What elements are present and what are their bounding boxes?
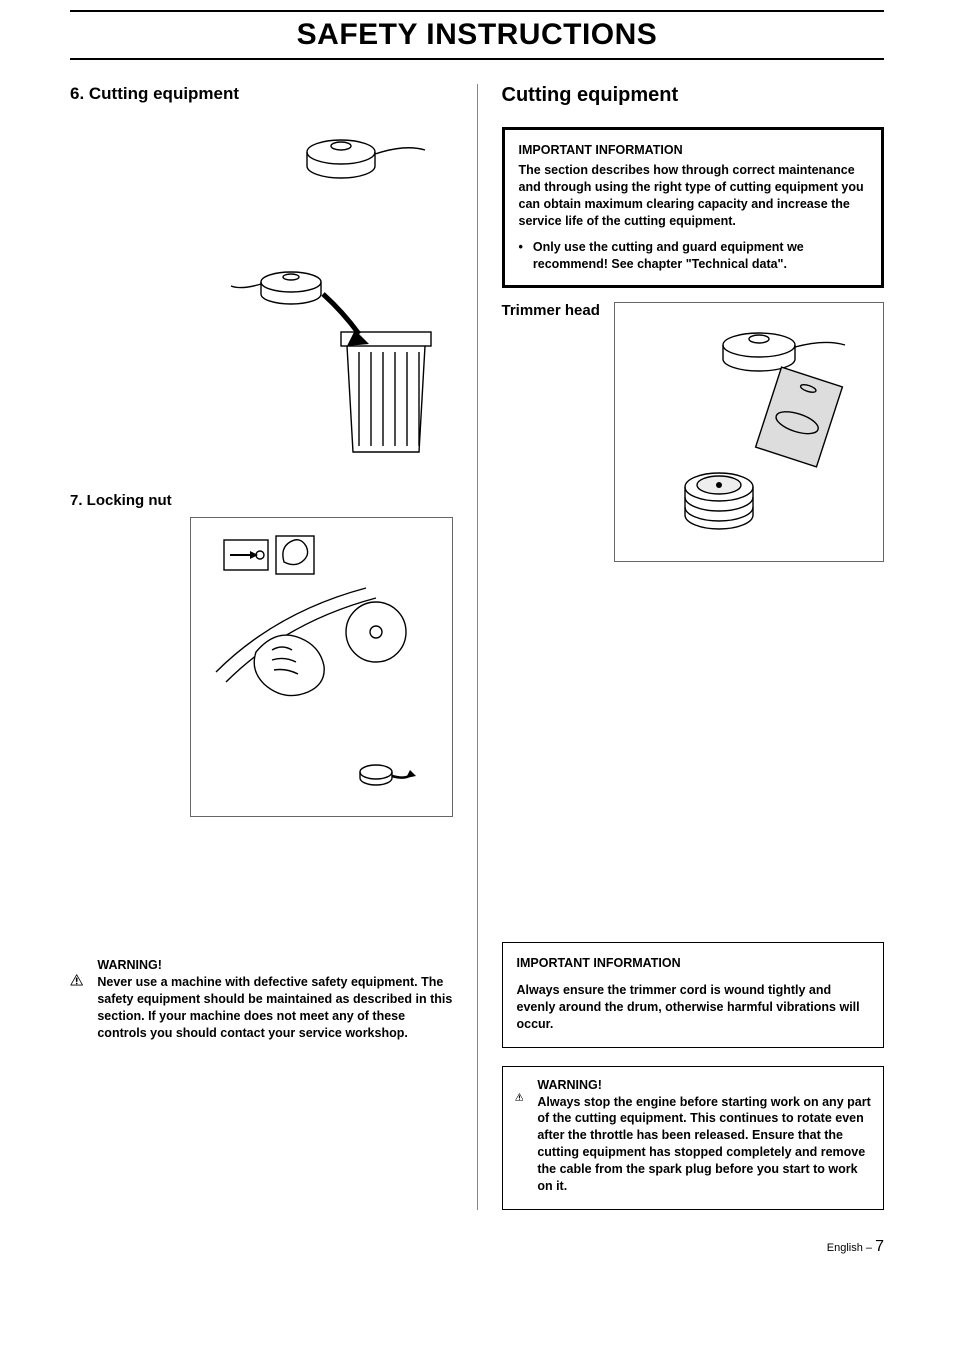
main-title: SAFETY INSTRUCTIONS — [70, 16, 884, 58]
figure-trimmer-head — [614, 302, 884, 562]
figure-cutting-equipment — [70, 112, 453, 472]
warning-right-text: WARNING! Always stop the engine before s… — [537, 1077, 871, 1195]
item7-heading: 7. Locking nut — [70, 492, 453, 509]
info1-text: The section describes how through correc… — [519, 162, 868, 230]
warning-right-body: Always stop the engine before starting w… — [537, 1095, 870, 1193]
column-divider — [477, 84, 478, 1210]
trimmer-head-parts-icon — [639, 317, 859, 547]
item6-heading: 6. Cutting equipment — [70, 84, 453, 104]
footer-lang: English – — [827, 1242, 875, 1254]
warning-right: WARNING! Always stop the engine before s… — [502, 1066, 885, 1210]
figure-locking-nut — [190, 517, 453, 817]
footer-page-num: 7 — [875, 1238, 884, 1255]
warning-triangle-icon — [70, 957, 83, 1003]
warning-left: WARNING! Never use a machine with defect… — [70, 957, 453, 1041]
top-rule — [70, 10, 884, 12]
warning-right-label: WARNING! — [537, 1077, 871, 1094]
info-box-2: IMPORTANT INFORMATION Always ensure the … — [502, 942, 885, 1048]
info1-label: IMPORTANT INFORMATION — [519, 142, 868, 159]
right-heading: Cutting equipment — [502, 84, 885, 107]
info-box-1: IMPORTANT INFORMATION The section descri… — [502, 127, 885, 288]
warning-left-label: WARNING! — [97, 957, 452, 974]
info2-label: IMPORTANT INFORMATION — [517, 955, 870, 972]
right-column: Cutting equipment IMPORTANT INFORMATION … — [502, 84, 885, 1210]
trimmer-disposal-diagram-icon — [221, 122, 441, 462]
bullet-icon: • — [519, 239, 523, 273]
trimmer-row: Trimmer head — [502, 302, 885, 562]
info1-bullet-row: • Only use the cutting and guard equipme… — [519, 239, 868, 273]
page: SAFETY INSTRUCTIONS 6. Cutting equipment — [0, 0, 954, 1286]
bottom-rule — [70, 58, 884, 60]
spacer — [70, 837, 453, 957]
trimmer-heading: Trimmer head — [502, 302, 600, 319]
locking-nut-diagram-icon — [206, 532, 436, 802]
page-footer: English – 7 — [70, 1238, 884, 1256]
two-column-layout: 6. Cutting equipment — [70, 84, 884, 1210]
warning-left-text: WARNING! Never use a machine with defect… — [97, 957, 452, 1041]
left-column: 6. Cutting equipment — [70, 84, 453, 1210]
warning-left-body: Never use a machine with defective safet… — [97, 975, 452, 1040]
warning-triangle-icon — [515, 1077, 524, 1117]
info1-bullet: Only use the cutting and guard equipment… — [533, 239, 867, 273]
info2-text: Always ensure the trimmer cord is wound … — [517, 983, 860, 1031]
spacer — [502, 562, 885, 942]
